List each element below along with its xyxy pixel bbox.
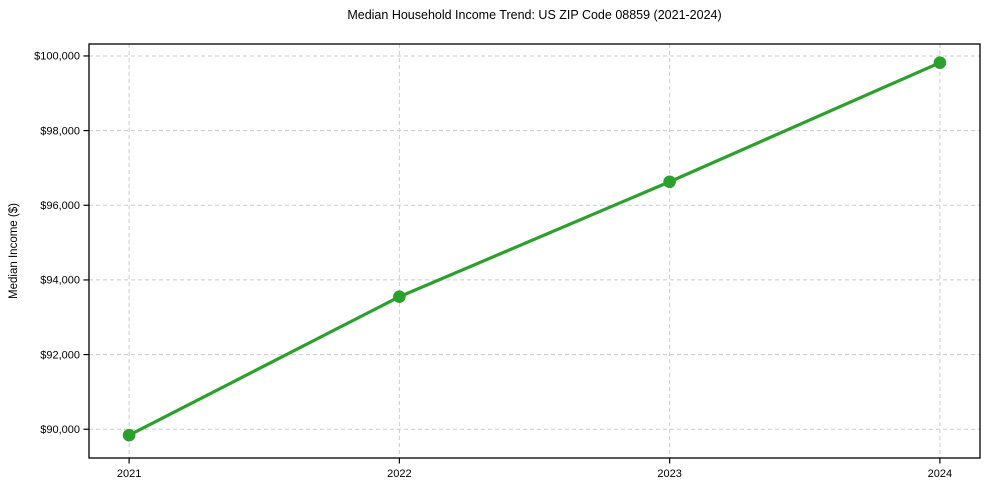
x-tick-label: 2021 — [117, 468, 141, 480]
y-tick-label: $94,000 — [40, 275, 80, 287]
x-tick-label: 2023 — [657, 468, 681, 480]
plot-frame — [88, 43, 981, 459]
y-tick-label: $100,000 — [34, 51, 80, 63]
y-tick-label: $98,000 — [40, 125, 80, 137]
data-point-marker — [393, 290, 406, 304]
data-point-marker — [663, 175, 676, 189]
x-tick-label: 2022 — [387, 468, 411, 480]
y-tick-label: $92,000 — [40, 349, 80, 361]
y-tick-label: $90,000 — [40, 424, 80, 436]
chart-title: Median Household Income Trend: US ZIP Co… — [347, 8, 722, 22]
data-point-marker — [933, 56, 947, 69]
y-tick-label: $96,000 — [40, 200, 80, 212]
trend-line — [127, 61, 942, 437]
data-point-marker — [122, 428, 136, 442]
x-tick-label: 2024 — [928, 468, 952, 480]
